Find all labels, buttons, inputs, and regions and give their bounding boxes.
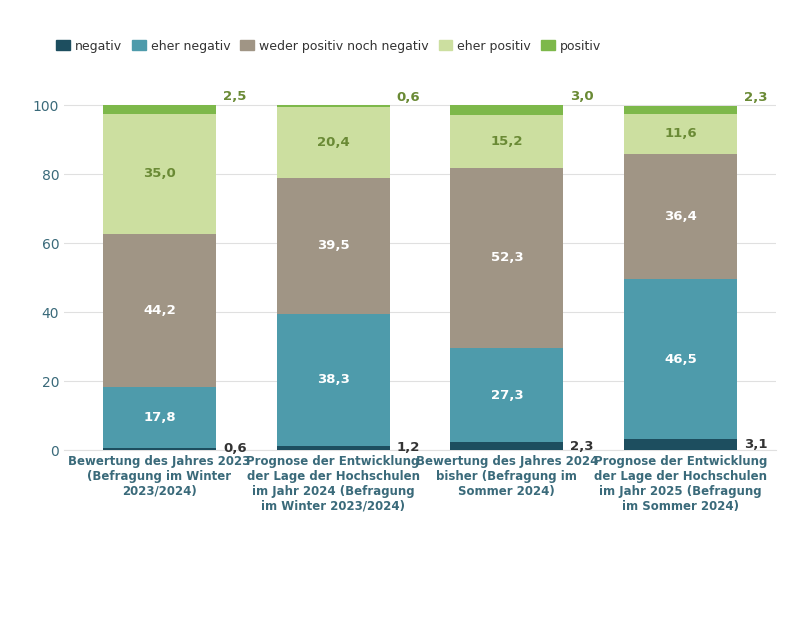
Bar — [103, 448, 216, 450]
Text: 2,3: 2,3 — [744, 91, 767, 104]
Text: 3,0: 3,0 — [570, 90, 594, 103]
Bar — [450, 105, 563, 116]
Text: 39,5: 39,5 — [317, 239, 350, 252]
Bar — [624, 279, 737, 439]
Text: 46,5: 46,5 — [664, 352, 697, 366]
Bar — [277, 106, 390, 107]
Bar — [624, 439, 737, 450]
Text: 38,3: 38,3 — [317, 373, 350, 386]
Bar — [277, 107, 390, 177]
Bar — [277, 446, 390, 450]
Legend: negativ, eher negativ, weder positiv noch negativ, eher positiv, positiv: negativ, eher negativ, weder positiv noc… — [56, 39, 601, 52]
Text: 15,2: 15,2 — [490, 135, 523, 148]
Bar — [103, 105, 216, 114]
Bar — [450, 348, 563, 442]
Bar — [624, 154, 737, 279]
Text: 20,4: 20,4 — [317, 136, 350, 149]
Bar — [103, 114, 216, 234]
Bar — [450, 116, 563, 168]
Bar — [624, 114, 737, 154]
Text: 2,3: 2,3 — [570, 439, 594, 452]
Bar — [277, 177, 390, 314]
Text: 1,2: 1,2 — [397, 441, 420, 454]
Bar — [103, 234, 216, 387]
Text: 3,1: 3,1 — [744, 438, 767, 451]
Text: 52,3: 52,3 — [490, 251, 523, 264]
Text: 0,6: 0,6 — [223, 442, 246, 456]
Text: 35,0: 35,0 — [143, 168, 176, 181]
Text: 17,8: 17,8 — [143, 411, 176, 424]
Bar — [277, 314, 390, 446]
Bar — [450, 442, 563, 450]
Text: 11,6: 11,6 — [664, 127, 697, 140]
Text: 0,6: 0,6 — [397, 91, 420, 104]
Text: 36,4: 36,4 — [664, 210, 697, 223]
Text: 2,5: 2,5 — [223, 90, 246, 103]
Bar — [624, 106, 737, 114]
Text: 44,2: 44,2 — [143, 304, 176, 317]
Bar — [450, 168, 563, 348]
Text: 27,3: 27,3 — [490, 389, 523, 401]
Bar — [103, 387, 216, 448]
